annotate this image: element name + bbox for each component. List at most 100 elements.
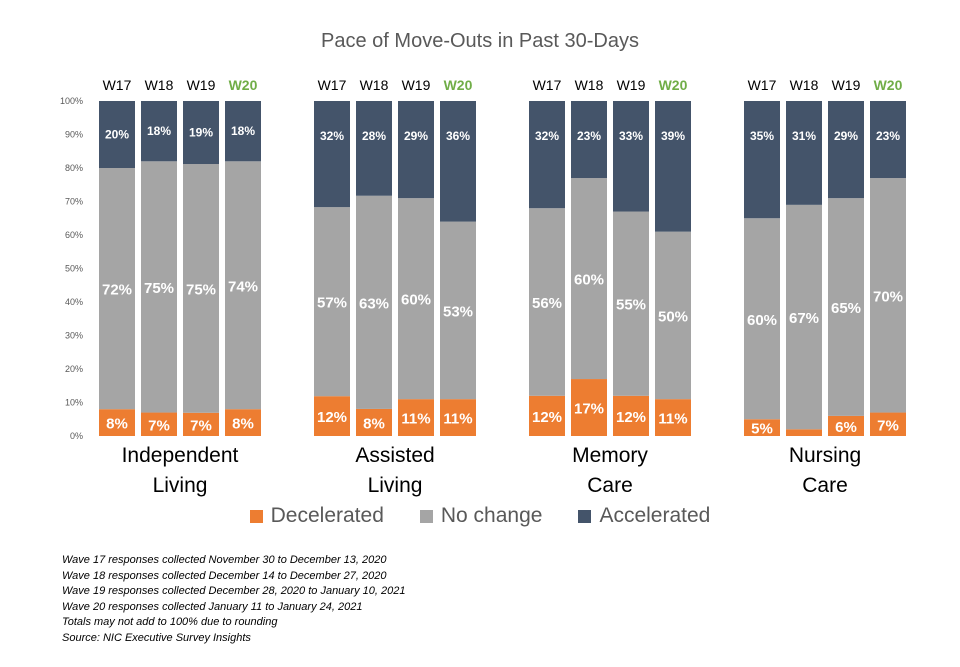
bar-segment-no-change (183, 164, 219, 413)
bar-segment-accelerated (744, 101, 780, 219)
bar-segment-no-change (786, 204, 822, 430)
category-label: Independent (122, 444, 239, 467)
bar-segment-accelerated (655, 101, 691, 232)
footnote: Wave 18 responses collected December 14 … (62, 569, 387, 582)
bar-segment-no-change (571, 178, 607, 380)
footnote: Wave 20 responses collected January 11 t… (62, 600, 363, 613)
legend-label-no-change: No change (440, 504, 543, 527)
y-tick-label: 90% (65, 130, 83, 140)
bar-segment-decelerated (183, 412, 219, 436)
data-label: 60% (747, 312, 777, 329)
wave-label: W18 (145, 77, 174, 93)
wave-label: W20 (444, 77, 473, 93)
bar-segment-accelerated (440, 101, 476, 222)
y-tick-label: 20% (65, 364, 83, 374)
bar-segment-decelerated (314, 396, 350, 436)
data-label: 20% (105, 128, 129, 142)
data-label: 57% (317, 295, 347, 312)
bar-segment-accelerated (225, 101, 261, 162)
bar-segment-no-change (225, 161, 261, 410)
footnote: Wave 17 responses collected November 30 … (62, 554, 387, 566)
data-label: 12% (317, 409, 347, 426)
data-label: 72% (102, 282, 132, 299)
y-tick-label: 40% (65, 297, 83, 307)
bar-segment-no-change (398, 198, 434, 400)
wave-label: W17 (533, 77, 562, 93)
bar-segment-decelerated (571, 379, 607, 436)
data-label: 18% (231, 124, 255, 138)
bar-segment-no-change (356, 195, 392, 409)
wave-label: W18 (790, 77, 819, 93)
data-label: 7% (190, 417, 212, 434)
y-tick-label: 100% (60, 96, 83, 106)
legend-label-decelerated: Decelerated (270, 504, 384, 527)
data-label: 36% (446, 129, 470, 143)
bar-segment-decelerated (225, 409, 261, 436)
bar-segment-no-change (141, 161, 177, 413)
category-label: Care (802, 474, 848, 497)
category-label: Assisted (355, 444, 434, 467)
data-label: 60% (401, 292, 431, 309)
data-label: 32% (320, 129, 344, 143)
data-label: 12% (532, 409, 562, 426)
wave-label: W19 (402, 77, 431, 93)
bar-segment-decelerated (529, 395, 565, 436)
data-label: 53% (443, 303, 473, 320)
bar-segment-no-change (99, 168, 135, 410)
bar-segment-decelerated (99, 409, 135, 436)
bar-segment-decelerated (613, 395, 649, 436)
data-label: 23% (577, 129, 601, 143)
wave-label: W17 (318, 77, 347, 93)
bar-segment-decelerated (786, 429, 822, 436)
bar-segment-accelerated (828, 101, 864, 199)
wave-label: W19 (617, 77, 646, 93)
category-label: Care (587, 474, 633, 497)
data-label: 18% (147, 124, 171, 138)
wave-label: W18 (360, 77, 389, 93)
legend-swatch-no-change (419, 509, 433, 523)
bar-segment-no-change (828, 198, 864, 416)
data-label: 11% (401, 411, 430, 428)
data-label: 12% (616, 409, 646, 426)
data-label: 35% (750, 129, 774, 143)
y-tick-label: 70% (65, 197, 83, 207)
data-label: 56% (532, 295, 562, 312)
data-label: 75% (144, 280, 174, 297)
wave-label: W17 (103, 77, 132, 93)
data-label: 39% (661, 129, 685, 143)
y-tick-label: 10% (65, 398, 83, 408)
bar-segment-no-change (613, 211, 649, 396)
y-tick-label: 30% (65, 331, 83, 341)
legend-item-accelerated: Accelerated (578, 504, 710, 528)
stacked-bar-chart: 0% 10% 20% 30% 40% 50% 60% 70% 80% 90% 100% 8% 72% 20… (60, 77, 906, 497)
wave-label: W19 (832, 77, 861, 93)
bar-segment-decelerated (870, 412, 906, 436)
bar-segment-accelerated (571, 101, 607, 179)
data-label: 19% (189, 126, 213, 140)
y-tick-label: 50% (65, 264, 83, 274)
wave-label: W19 (187, 77, 216, 93)
bar-segment-decelerated (744, 419, 780, 436)
data-label: 50% (658, 308, 688, 325)
legend-item-decelerated: Decelerated (249, 504, 384, 528)
bar-segment-no-change (529, 208, 565, 396)
bar-segment-decelerated (356, 408, 392, 436)
data-label: 65% (831, 300, 861, 317)
bar-segment-accelerated (141, 101, 177, 162)
bar-segment-decelerated (828, 415, 864, 436)
data-label: 29% (834, 129, 858, 143)
legend-item-no-change: No change (419, 504, 543, 528)
data-label: 7% (148, 417, 170, 434)
data-label: 6% (835, 419, 857, 436)
bar-segment-accelerated (314, 101, 350, 208)
footnote: Wave 19 responses collected December 28,… (62, 585, 406, 598)
bar-segment-accelerated (786, 101, 822, 205)
data-label: 23% (876, 129, 900, 143)
data-label: 29% (404, 129, 428, 143)
legend-label-accelerated: Accelerated (599, 504, 711, 527)
data-label: 63% (359, 295, 389, 312)
bar-segment-no-change (655, 231, 691, 400)
bar-segment-accelerated (529, 101, 565, 209)
legend-swatch-decelerated (249, 509, 263, 523)
footnote: Totals may not add to 100% due to roundi… (62, 616, 278, 629)
